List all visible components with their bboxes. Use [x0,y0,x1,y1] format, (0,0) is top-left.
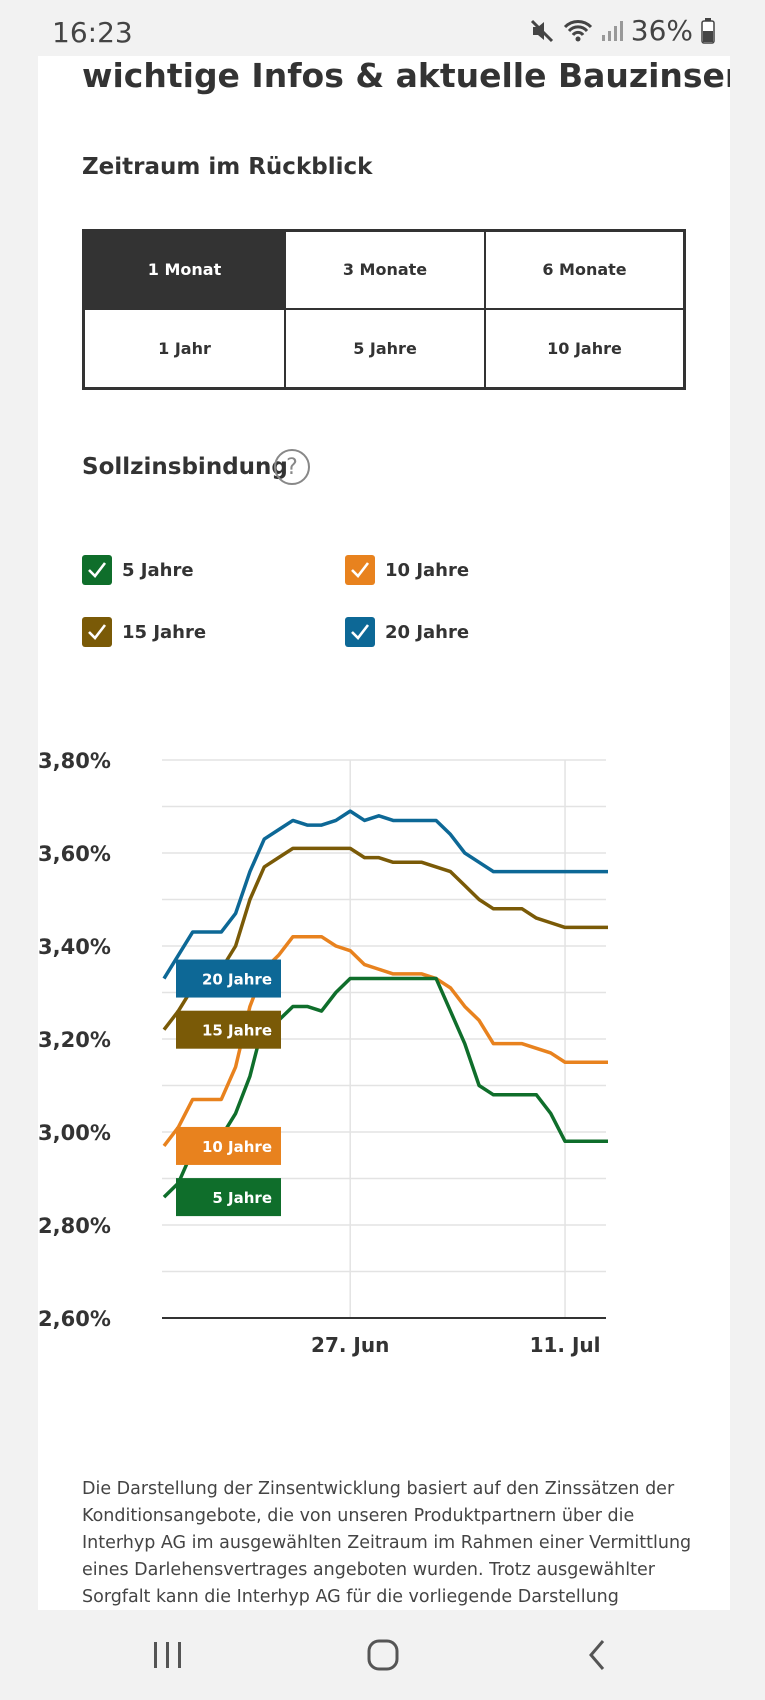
period-option-1-jahr[interactable]: 1 Jahr [85,309,286,387]
checkbox-checked-icon[interactable] [82,555,112,585]
period-selector: 1 Monat 3 Monate 6 Monate 1 Jahr 5 Jahre… [82,229,686,390]
legend-label: 5 Jahre [122,559,194,581]
series-label-box [176,1126,281,1165]
series-label-box [176,1178,281,1217]
checkbox-checked-icon[interactable] [82,617,112,647]
content-card: wichtige Infos & aktuelle Bauzinsen Zeit… [38,56,730,1610]
chart-svg: 3,80% 3,60% 3,40% 3,20% 3,00% 2,80% 2,60% 27. J… [38,749,608,1357]
legend-10-jahre[interactable]: 10 Jahre [345,555,469,585]
binding-title: Sollzinsbindung [82,454,288,480]
series-line [162,809,608,980]
interest-rate-chart: 3,80% 3,60% 3,40% 3,20% 3,00% 2,80% 2,60% 27. J… [38,746,730,1466]
checkbox-checked-icon[interactable] [345,555,375,585]
battery-percent: 36% [630,14,693,47]
chart-footnote: Die Darstellung der Zinsentwicklung basi… [82,1479,692,1607]
period-option-6-monate[interactable]: 6 Monate [486,232,683,310]
signal-icon [601,19,623,43]
legend-20-jahre[interactable]: 20 Jahre [345,617,469,647]
series-label: 15 Jahre [202,1022,272,1040]
series-label: 5 Jahre [212,1189,272,1207]
legend-15-jahre[interactable]: 15 Jahre [82,617,206,647]
page-heading: wichtige Infos & aktuelle Bauzinsen [82,56,730,95]
legend-label: 15 Jahre [122,621,207,643]
status-icons: 36% [529,14,715,47]
system-nav-bar [0,1610,765,1700]
period-option-1-monat[interactable]: 1 Monat [85,232,286,310]
period-title: Zeitraum im Rückblick [82,154,373,180]
status-bar: 16:23 36% [0,0,765,56]
legend-label: 20 Jahre [385,621,470,643]
series-label-box [176,959,281,998]
help-icon[interactable]: ? [274,449,310,485]
period-option-10-jahre[interactable]: 10 Jahre [486,309,683,387]
series-line [162,976,608,1199]
y-tick-label: 2,80% [38,1214,111,1238]
wifi-icon [563,18,593,44]
y-tick-label: 3,20% [38,1028,111,1052]
y-tick-label: 3,80% [38,749,111,773]
series-label: 20 Jahre [202,971,272,989]
y-tick-label: 3,60% [38,842,111,866]
x-tick-label: 27. Jun [311,1333,389,1357]
legend-5-jahre[interactable]: 5 Jahre [82,555,194,585]
period-option-5-jahre[interactable]: 5 Jahre [286,309,486,387]
status-time: 16:23 [52,16,133,49]
recent-apps-button[interactable] [138,1632,198,1678]
checkbox-checked-icon[interactable] [345,617,375,647]
y-tick-label: 2,60% [38,1307,111,1331]
y-tick-label: 3,00% [38,1121,111,1145]
series-line [162,934,608,1148]
series-label: 10 Jahre [202,1138,272,1156]
x-tick-label: 11. Jul [530,1333,601,1357]
mute-icon [529,18,555,44]
series-line [162,846,608,1031]
period-option-3-monate[interactable]: 3 Monate [286,232,486,310]
series-label-box [176,1010,281,1049]
home-button[interactable] [353,1632,413,1678]
battery-icon [701,17,715,44]
y-tick-label: 3,40% [38,935,111,959]
back-button[interactable] [568,1632,628,1678]
legend-label: 10 Jahre [385,559,470,581]
